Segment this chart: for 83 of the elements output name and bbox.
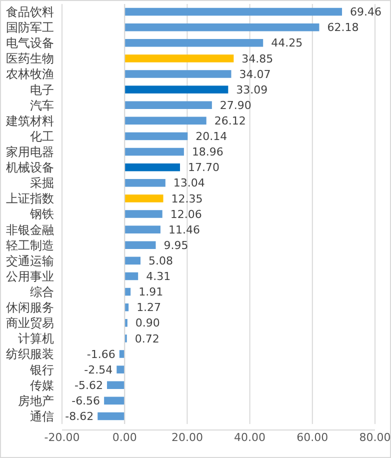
x-tick-label: 40.00 bbox=[234, 430, 266, 444]
bar bbox=[124, 39, 264, 47]
data-label: -1.66 bbox=[86, 348, 116, 361]
bar bbox=[124, 70, 232, 78]
data-label: 34.85 bbox=[242, 52, 274, 66]
data-label: 44.25 bbox=[271, 36, 303, 50]
bar bbox=[124, 8, 342, 16]
data-label: 4.31 bbox=[146, 270, 171, 284]
bar bbox=[104, 396, 125, 405]
data-label: 62.18 bbox=[327, 21, 359, 34]
data-label: 12.35 bbox=[171, 192, 203, 206]
x-tick-label: 0.00 bbox=[112, 430, 137, 444]
y-tick-label: 通信 bbox=[30, 409, 54, 424]
y-tick-label: 商业贸易 bbox=[6, 316, 54, 330]
data-label: 9.95 bbox=[164, 238, 188, 252]
bar bbox=[124, 163, 180, 172]
y-tick-label: 建筑材料 bbox=[5, 114, 54, 128]
y-tick-label: 休闲服务 bbox=[6, 300, 54, 315]
y-tick-label: 电气设备 bbox=[6, 36, 54, 50]
bar bbox=[124, 116, 206, 125]
y-tick-label: 医药生物 bbox=[6, 52, 54, 66]
data-label: 1.27 bbox=[136, 301, 162, 314]
y-tick-label: 采掘 bbox=[30, 176, 54, 190]
bar bbox=[124, 148, 184, 156]
y-tick-label: 交通运输 bbox=[6, 254, 54, 268]
bar bbox=[124, 54, 234, 62]
bar bbox=[124, 194, 164, 202]
y-tick-label: 电子 bbox=[30, 82, 54, 97]
y-tick-label: 房地产 bbox=[18, 394, 54, 408]
data-label: 12.06 bbox=[170, 208, 202, 221]
bar bbox=[116, 366, 125, 374]
y-tick-label: 食品饮料 bbox=[6, 4, 54, 19]
data-label: 13.04 bbox=[173, 176, 205, 190]
data-label: 17.70 bbox=[188, 161, 220, 174]
y-tick-label: 机械设备 bbox=[6, 160, 54, 175]
y-tick-label: 纺织服装 bbox=[6, 347, 54, 362]
bar bbox=[124, 101, 212, 109]
x-tick-label: 80.00 bbox=[359, 430, 391, 444]
y-tick-label: 银行 bbox=[29, 362, 54, 377]
y-tick-label: 非银金融 bbox=[6, 222, 54, 237]
y-tick-label: 轻工制造 bbox=[6, 238, 54, 252]
y-tick-label: 综合 bbox=[30, 284, 54, 299]
bar bbox=[124, 86, 228, 94]
bar bbox=[107, 381, 125, 389]
data-label: 18.96 bbox=[192, 146, 224, 159]
data-label: 69.46 bbox=[350, 6, 382, 19]
y-tick-label: 计算机 bbox=[18, 332, 54, 346]
bar bbox=[124, 272, 138, 280]
x-tick-label: -20.00 bbox=[44, 430, 80, 444]
y-tick-label: 钢铁 bbox=[29, 207, 54, 222]
bar bbox=[124, 319, 128, 327]
bar bbox=[124, 179, 166, 187]
data-label: 0.72 bbox=[134, 332, 160, 346]
data-label: 26.12 bbox=[214, 114, 246, 128]
data-label: 33.09 bbox=[236, 83, 268, 96]
bar bbox=[124, 241, 156, 249]
y-tick-label: 传媒 bbox=[30, 378, 54, 392]
data-label: 20.14 bbox=[196, 130, 228, 144]
y-tick-label: 公用事业 bbox=[6, 269, 54, 284]
y-tick-label: 家用电器 bbox=[6, 144, 54, 159]
data-label: -6.56 bbox=[72, 394, 100, 408]
bar bbox=[98, 412, 125, 420]
bar bbox=[124, 256, 140, 265]
bar bbox=[124, 23, 320, 32]
data-label: -2.54 bbox=[84, 363, 113, 376]
bar bbox=[124, 210, 162, 218]
x-tick-label: 20.00 bbox=[171, 430, 203, 444]
data-label: 5.08 bbox=[148, 254, 173, 268]
data-label: 34.07 bbox=[239, 68, 271, 81]
y-tick-label: 上证指数 bbox=[6, 192, 54, 206]
x-tick-label: 60.00 bbox=[296, 430, 328, 444]
data-label: 0.90 bbox=[135, 316, 160, 330]
y-tick-label: 汽车 bbox=[30, 98, 54, 112]
data-label: 11.46 bbox=[168, 223, 200, 236]
data-label: -5.62 bbox=[74, 378, 104, 392]
y-tick-label: 化工 bbox=[30, 129, 54, 144]
data-label: 27.90 bbox=[220, 98, 252, 112]
data-label: -8.62 bbox=[65, 410, 94, 424]
bar bbox=[124, 226, 160, 234]
y-tick-label: 国防军工 bbox=[6, 20, 54, 35]
data-label: 1.91 bbox=[138, 286, 164, 299]
bar bbox=[124, 132, 188, 140]
y-tick-label: 农林牧渔 bbox=[6, 67, 54, 82]
